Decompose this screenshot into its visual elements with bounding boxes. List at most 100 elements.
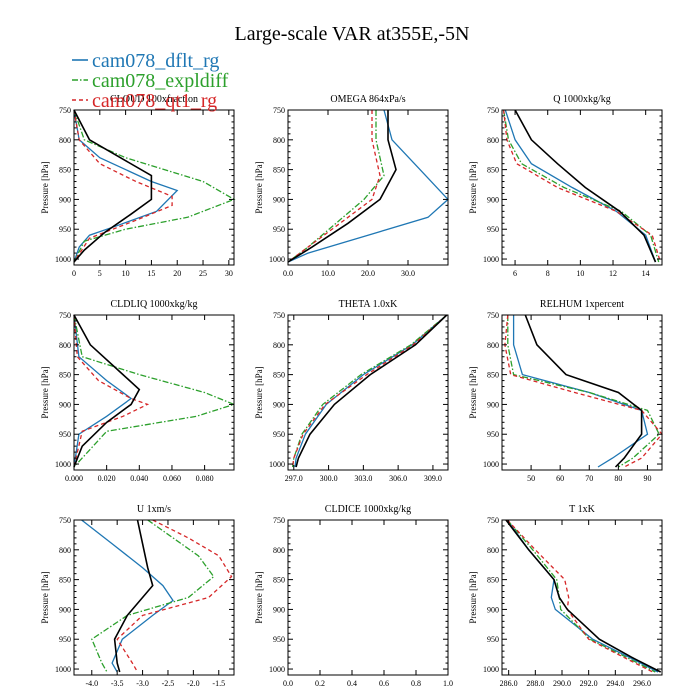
x-tick-label: 90 — [643, 474, 651, 483]
y-tick-label: 950 — [59, 430, 71, 439]
x-tick-label: -3.0 — [136, 679, 149, 688]
y-tick-label: 750 — [59, 516, 71, 525]
x-tick-label: 0 — [72, 269, 76, 278]
y-tick-label: 900 — [487, 605, 499, 614]
y-axis-label: Pressure [hPa] — [468, 571, 478, 623]
y-tick-label: 950 — [59, 635, 71, 644]
y-tick-label: 1000 — [55, 665, 71, 674]
x-tick-label: 297.0 — [285, 474, 303, 483]
x-tick-label: 286.0 — [500, 679, 518, 688]
series-line-1 — [504, 109, 657, 263]
panel-title: CLDICE 1000xkg/kg — [325, 504, 411, 515]
x-tick-label: 14 — [642, 269, 650, 278]
series-line-1 — [287, 109, 449, 263]
y-tick-label: 900 — [59, 400, 71, 409]
y-axis-label: Pressure [hPa] — [40, 366, 50, 418]
y-tick-label: 800 — [487, 136, 499, 145]
x-tick-label: 1.0 — [443, 679, 453, 688]
series-line-1 — [73, 314, 133, 468]
series-line-4 — [295, 314, 448, 468]
series-line-2 — [291, 314, 448, 468]
series-line-4 — [514, 109, 657, 263]
panel-title: CLDLIQ 1000xkg/kg — [111, 299, 198, 310]
y-tick-label: 1000 — [483, 665, 499, 674]
series-line-3 — [504, 314, 663, 468]
plot-frame — [287, 519, 449, 676]
x-tick-label: 0.2 — [315, 679, 325, 688]
x-tick-label: 290.0 — [553, 679, 571, 688]
y-tick-label: 1000 — [55, 255, 71, 264]
series-line-1 — [512, 315, 649, 468]
y-tick-label: 1000 — [269, 460, 285, 469]
y-tick-label: 800 — [487, 341, 499, 350]
y-tick-label: 850 — [273, 576, 285, 585]
y-tick-label: 900 — [487, 195, 499, 204]
y-tick-label: 950 — [273, 635, 285, 644]
x-tick-label: 6 — [513, 269, 517, 278]
x-tick-label: 30.0 — [401, 269, 415, 278]
y-tick-label: 1000 — [483, 460, 499, 469]
legend-entry: cam078_expldiff — [92, 70, 229, 92]
x-tick-label: -4.0 — [85, 679, 98, 688]
plot-frame — [501, 314, 663, 471]
y-tick-label: 900 — [273, 195, 285, 204]
x-tick-label: 288.0 — [526, 679, 544, 688]
y-tick-label: 950 — [487, 430, 499, 439]
series-line-4 — [73, 109, 153, 263]
x-tick-label: 20 — [173, 269, 181, 278]
series-line-4 — [287, 110, 397, 263]
x-tick-label: 0.0 — [283, 269, 293, 278]
x-tick-label: 300.0 — [320, 474, 338, 483]
panel-6: 750 800 850 900 950 1000 50 60 70 80 90 RELHUM 1xpe… — [468, 299, 663, 483]
y-tick-label: 950 — [487, 635, 499, 644]
x-tick-label: 292.0 — [580, 679, 598, 688]
series-line-2 — [502, 109, 660, 263]
plot-frame — [73, 519, 235, 676]
x-tick-label: 60 — [556, 474, 564, 483]
x-tick-label: 303.0 — [354, 474, 372, 483]
y-tick-label: 1000 — [269, 255, 285, 264]
x-tick-label: 10.0 — [321, 269, 335, 278]
x-tick-label: 25 — [199, 269, 207, 278]
series-line-1 — [506, 519, 659, 673]
x-tick-label: 0.080 — [196, 474, 214, 483]
x-tick-label: 0.020 — [98, 474, 116, 483]
series-line-2 — [506, 519, 656, 673]
y-tick-label: 900 — [59, 605, 71, 614]
y-tick-label: 900 — [59, 195, 71, 204]
y-tick-label: 750 — [273, 311, 285, 320]
y-tick-label: 850 — [273, 371, 285, 380]
panel-title: RELHUM 1xpercent — [540, 299, 624, 310]
series-line-3 — [116, 519, 233, 673]
y-tick-label: 750 — [487, 106, 499, 115]
x-tick-label: 5 — [98, 269, 102, 278]
x-tick-label: 309.0 — [424, 474, 442, 483]
y-tick-label: 1000 — [269, 665, 285, 674]
x-tick-label: 10 — [122, 269, 130, 278]
panel-title: T 1xK — [569, 504, 595, 515]
y-tick-label: 900 — [273, 400, 285, 409]
x-tick-label: 20.0 — [361, 269, 375, 278]
series-line-4 — [73, 314, 141, 468]
x-tick-label: 8 — [546, 269, 550, 278]
y-tick-label: 950 — [273, 225, 285, 234]
y-tick-label: 1000 — [55, 460, 71, 469]
series-line-3 — [287, 110, 381, 263]
x-tick-label: 0.000 — [65, 474, 83, 483]
series-line-2 — [287, 110, 385, 263]
y-tick-label: 900 — [273, 605, 285, 614]
y-axis-label: Pressure [hPa] — [254, 366, 264, 418]
legend: cam078_dflt_rgcam078_expldiffcam078_qt1_… — [72, 50, 229, 112]
plot-frame — [287, 314, 449, 471]
y-tick-label: 850 — [487, 371, 499, 380]
y-tick-label: 950 — [273, 430, 285, 439]
series-line-2 — [73, 314, 236, 468]
legend-entry: cam078_dflt_rg — [92, 50, 219, 72]
y-tick-label: 1000 — [483, 255, 499, 264]
x-tick-label: 12 — [609, 269, 617, 278]
panel-3: 750 800 850 900 950 1000 6 8 10 12 14 Q 1000xkg/kg P… — [468, 94, 663, 278]
x-tick-label: 0.6 — [379, 679, 389, 688]
y-tick-label: 800 — [59, 546, 71, 555]
